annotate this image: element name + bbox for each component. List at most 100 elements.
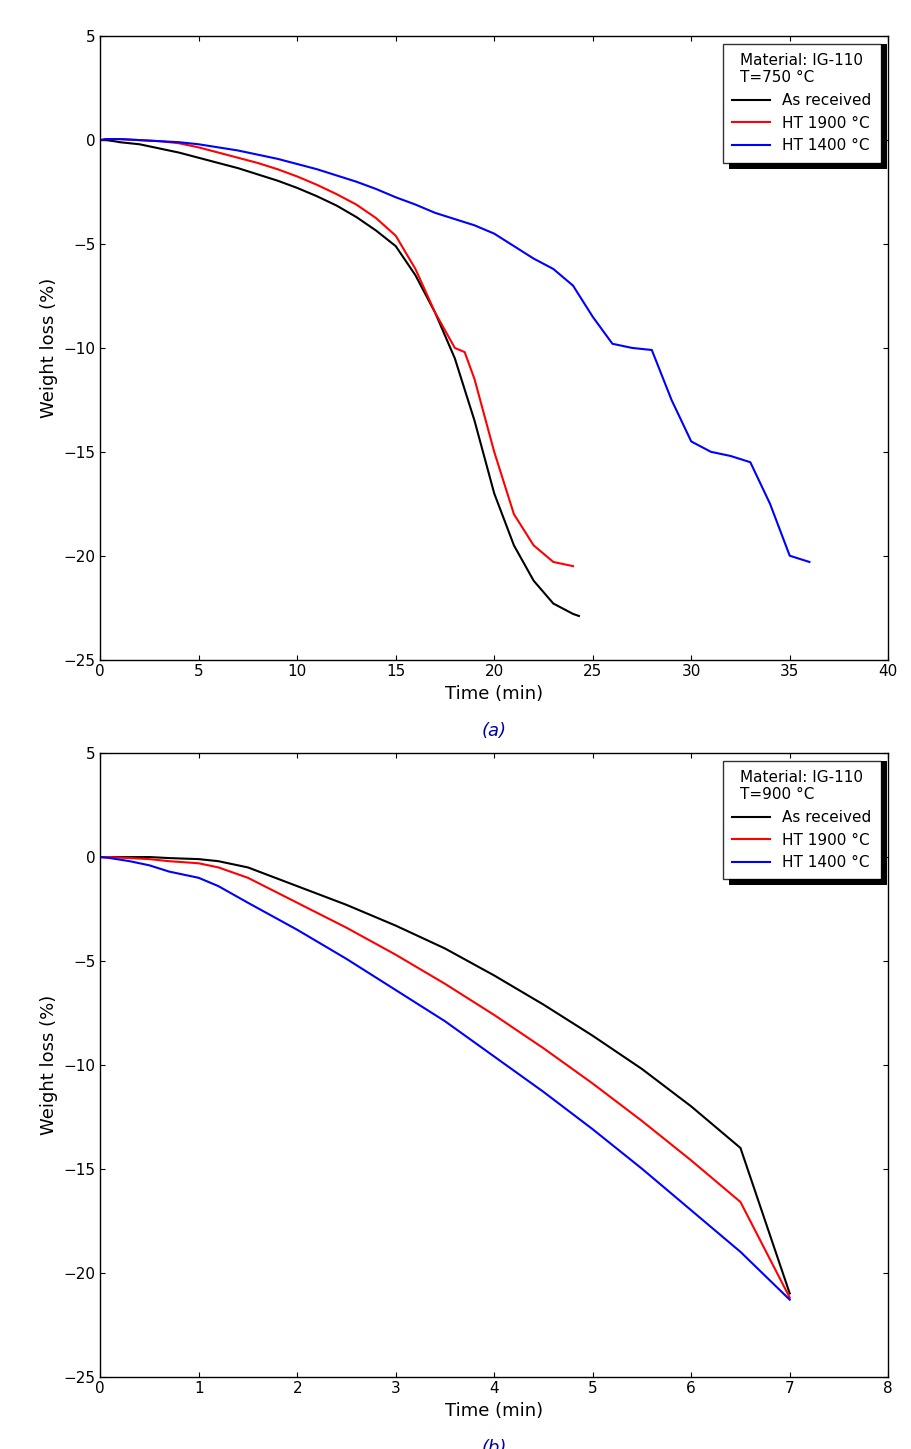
HT 1400 °C xyxy=(312,161,322,178)
As received xyxy=(124,848,135,865)
HT 1400 °C xyxy=(686,1201,697,1219)
As received xyxy=(232,159,243,177)
Legend: As received, HT 1900 °C, HT 1400 °C: As received, HT 1900 °C, HT 1400 °C xyxy=(722,761,881,880)
HT 1400 °C xyxy=(508,238,519,255)
As received xyxy=(252,165,263,183)
As received xyxy=(213,154,224,171)
HT 1400 °C xyxy=(390,188,401,206)
HT 1900 °C xyxy=(115,130,126,148)
HT 1400 °C xyxy=(754,474,765,491)
HT 1400 °C xyxy=(371,180,382,197)
HT 1900 °C xyxy=(735,1194,746,1211)
As received xyxy=(390,917,401,935)
Legend: As received, HT 1900 °C, HT 1400 °C: As received, HT 1900 °C, HT 1400 °C xyxy=(722,43,881,162)
HT 1400 °C xyxy=(607,335,618,352)
As received xyxy=(488,966,499,984)
HT 1400 °C xyxy=(95,848,106,865)
As received xyxy=(108,132,119,149)
As received xyxy=(213,852,224,869)
As received xyxy=(351,209,362,226)
HT 1400 °C xyxy=(725,448,736,465)
HT 1900 °C xyxy=(134,132,145,149)
HT 1900 °C xyxy=(410,261,421,278)
As received xyxy=(95,848,106,865)
HT 1900 °C xyxy=(124,849,135,867)
HT 1900 °C xyxy=(341,919,352,936)
HT 1400 °C xyxy=(252,146,263,164)
As received xyxy=(193,851,204,868)
HT 1900 °C xyxy=(252,154,263,171)
As received xyxy=(105,848,116,865)
As received xyxy=(573,607,584,625)
HT 1400 °C xyxy=(164,864,175,881)
As received xyxy=(508,536,519,554)
HT 1400 °C xyxy=(292,155,302,172)
HT 1400 °C xyxy=(341,951,352,968)
HT 1400 °C xyxy=(489,225,500,242)
As received xyxy=(735,1139,746,1156)
HT 1900 °C xyxy=(213,859,224,877)
HT 1400 °C xyxy=(95,132,106,149)
X-axis label: Time (min): Time (min) xyxy=(445,1403,543,1420)
HT 1900 °C xyxy=(508,506,519,523)
Y-axis label: Weight loss (%): Weight loss (%) xyxy=(40,278,57,419)
HT 1900 °C xyxy=(95,848,106,865)
HT 1400 °C xyxy=(105,849,116,867)
HT 1400 °C xyxy=(144,856,155,874)
HT 1900 °C xyxy=(390,946,401,964)
HT 1900 °C xyxy=(164,852,175,869)
HT 1400 °C xyxy=(449,210,460,227)
As received xyxy=(341,895,352,913)
HT 1400 °C xyxy=(784,1291,795,1308)
HT 1400 °C xyxy=(272,151,283,168)
Line: HT 1400 °C: HT 1400 °C xyxy=(100,139,810,562)
HT 1400 °C xyxy=(647,342,658,359)
HT 1900 °C xyxy=(105,848,116,865)
As received xyxy=(154,139,165,156)
HT 1400 °C xyxy=(292,922,302,939)
HT 1400 °C xyxy=(232,142,243,159)
HT 1400 °C xyxy=(124,852,135,869)
HT 1400 °C xyxy=(705,443,716,461)
HT 1900 °C xyxy=(488,1006,499,1023)
HT 1900 °C xyxy=(332,185,343,203)
HT 1900 °C xyxy=(213,143,224,161)
As received xyxy=(173,143,184,161)
HT 1400 °C xyxy=(390,981,401,998)
HT 1900 °C xyxy=(538,1039,549,1056)
HT 1900 °C xyxy=(637,1113,648,1130)
As received xyxy=(115,133,126,151)
As received xyxy=(548,596,558,613)
HT 1400 °C xyxy=(213,139,224,156)
As received xyxy=(489,485,500,503)
HT 1400 °C xyxy=(538,1084,549,1101)
As received xyxy=(568,606,578,623)
Line: As received: As received xyxy=(100,141,578,616)
HT 1900 °C xyxy=(390,227,401,245)
HT 1400 °C xyxy=(469,217,480,235)
Line: HT 1400 °C: HT 1400 °C xyxy=(100,856,790,1300)
HT 1400 °C xyxy=(735,1243,746,1261)
HT 1400 °C xyxy=(154,132,165,149)
HT 1400 °C xyxy=(134,132,145,149)
HT 1400 °C xyxy=(548,261,558,278)
HT 1400 °C xyxy=(488,1048,499,1065)
HT 1900 °C xyxy=(193,855,204,872)
As received xyxy=(439,940,450,958)
HT 1900 °C xyxy=(371,209,382,226)
HT 1900 °C xyxy=(449,339,460,356)
HT 1400 °C xyxy=(764,496,775,513)
As received xyxy=(292,878,302,895)
HT 1400 °C xyxy=(568,277,578,294)
HT 1900 °C xyxy=(784,1290,795,1307)
HT 1900 °C xyxy=(548,554,558,571)
HT 1400 °C xyxy=(115,130,126,148)
HT 1400 °C xyxy=(804,554,815,571)
As received xyxy=(144,848,155,865)
Text: (b): (b) xyxy=(482,1439,507,1449)
As received xyxy=(469,412,480,429)
HT 1900 °C xyxy=(292,894,302,911)
Text: (a): (a) xyxy=(482,722,507,740)
As received xyxy=(528,572,539,590)
HT 1900 °C xyxy=(459,343,470,361)
